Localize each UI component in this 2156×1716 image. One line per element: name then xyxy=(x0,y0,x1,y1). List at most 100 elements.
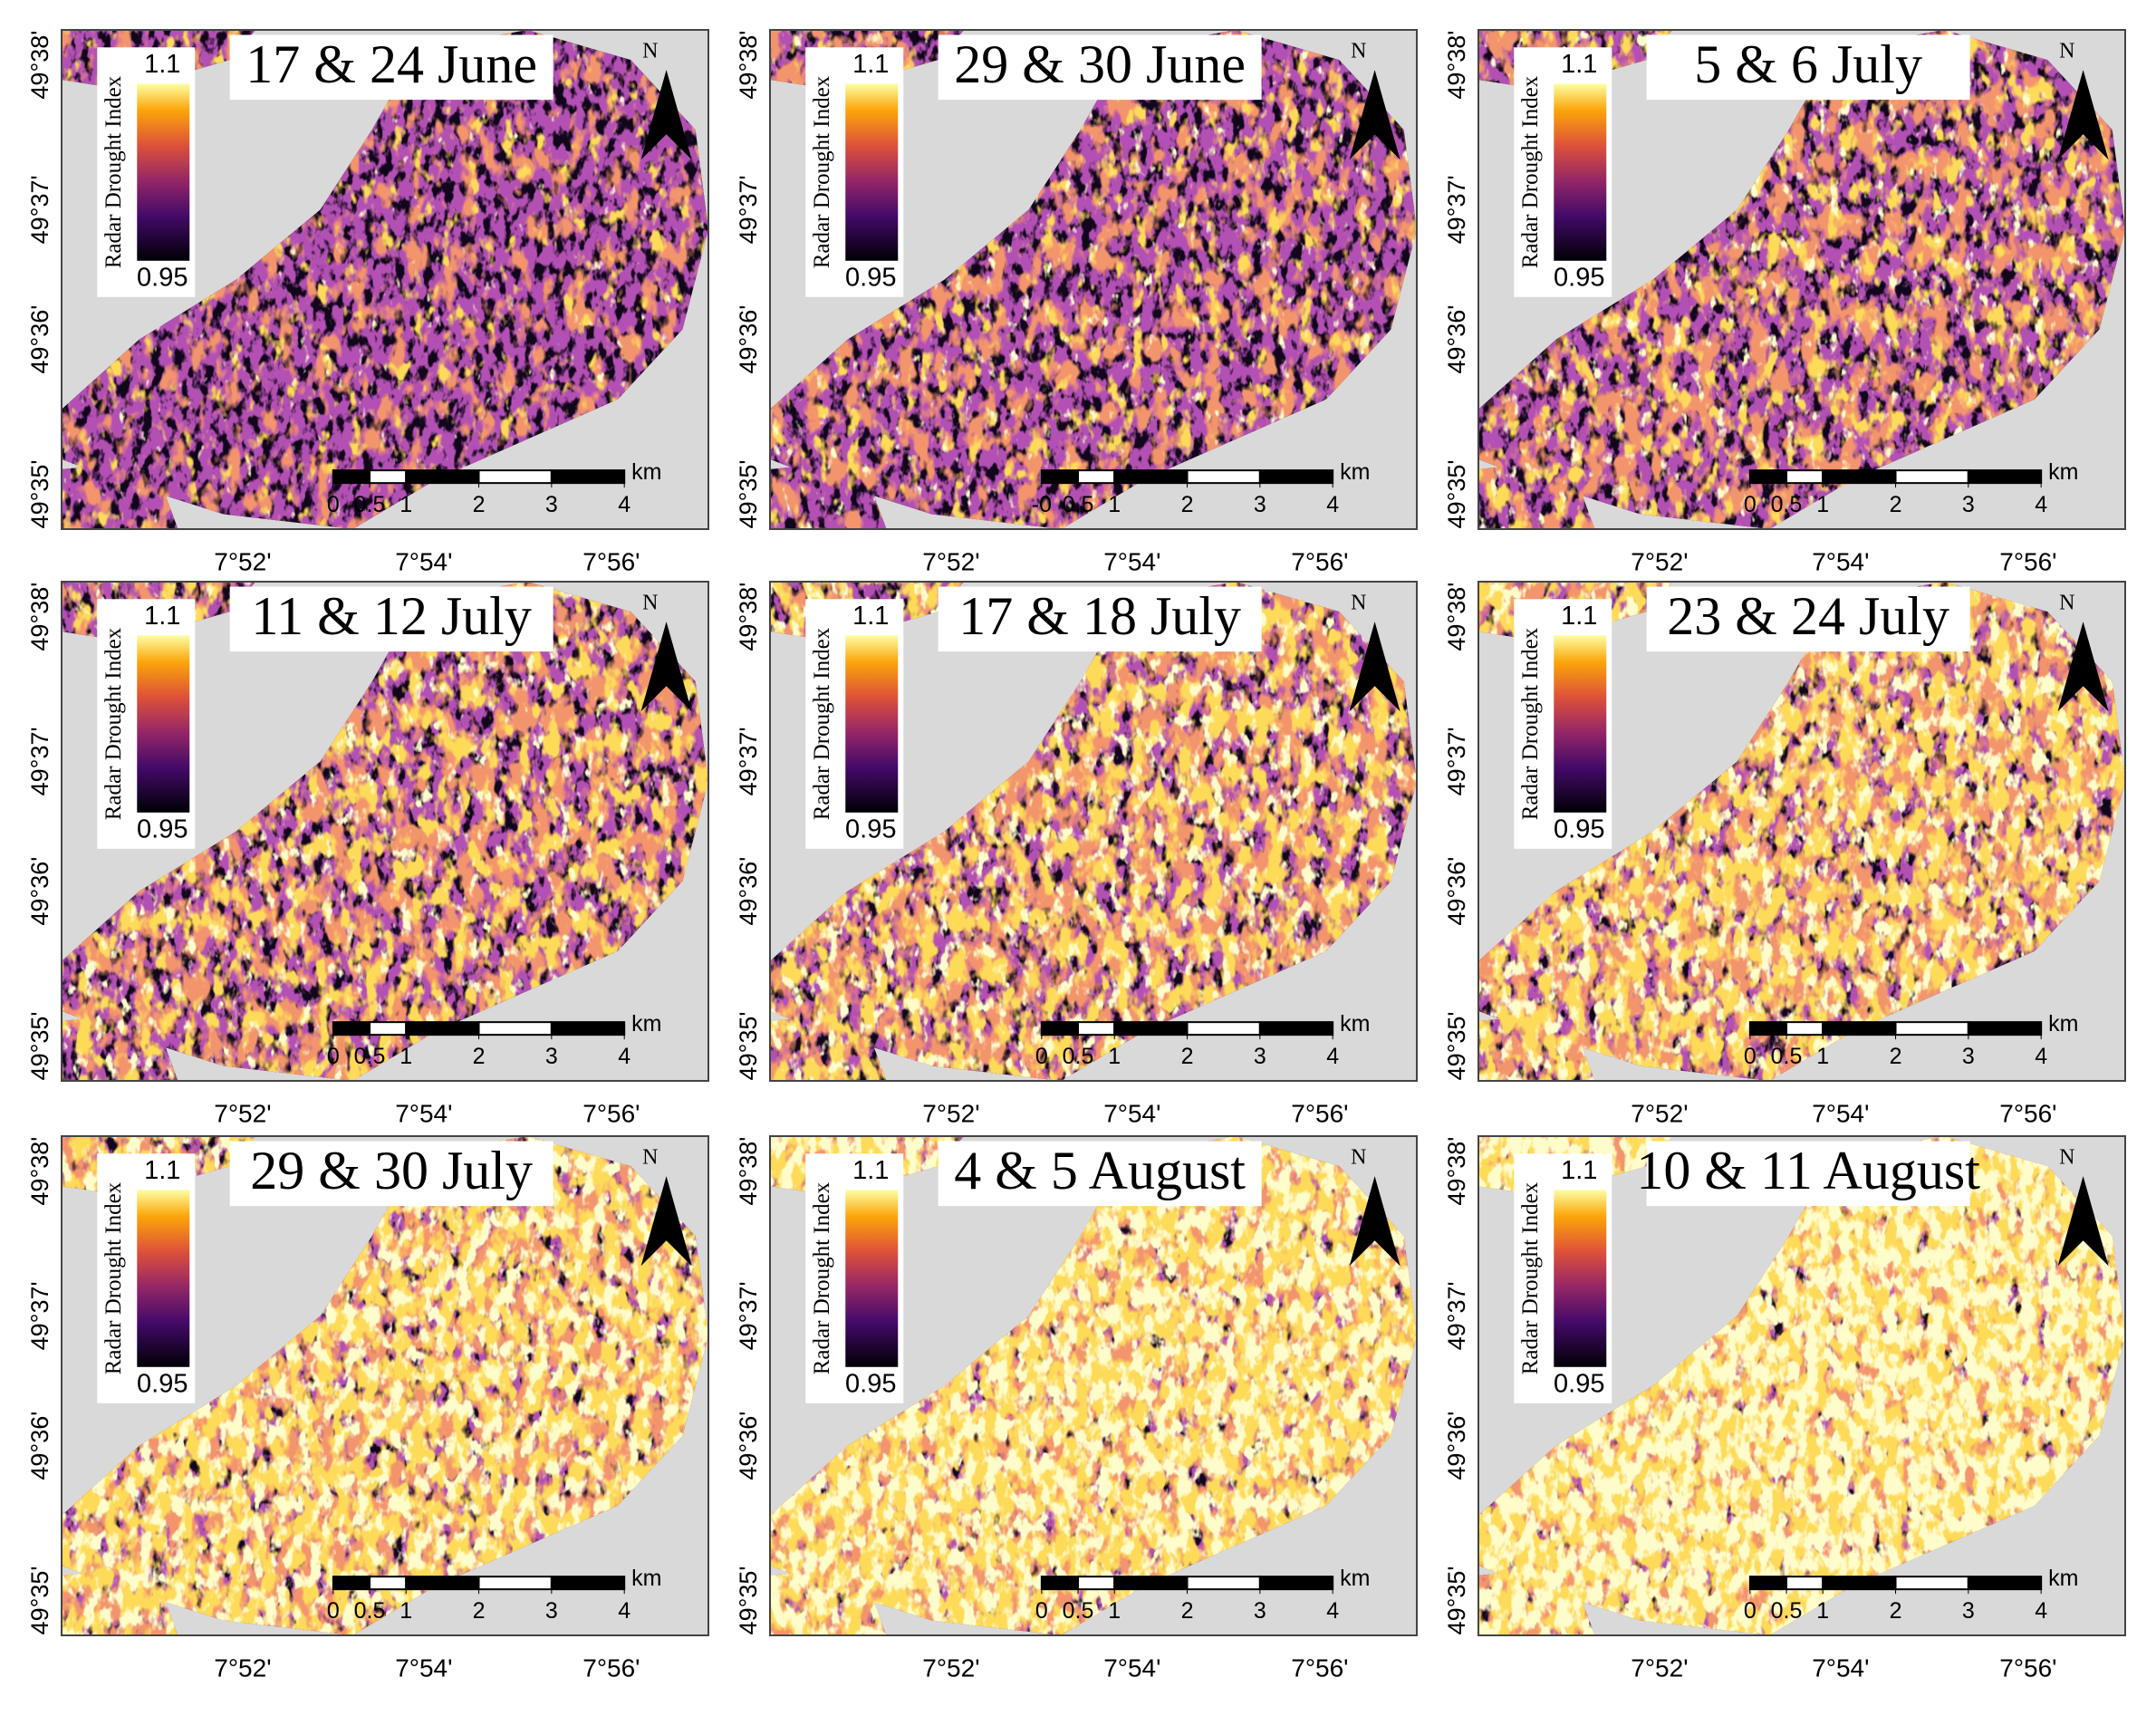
scale-label: 4 xyxy=(618,1598,630,1624)
scale-label: 3 xyxy=(545,492,558,517)
lon-label: 7°56' xyxy=(1291,547,1348,575)
scale-unit: km xyxy=(631,1566,661,1591)
legend-max: 1.1 xyxy=(1561,50,1597,79)
scale-segment xyxy=(1748,1576,1788,1591)
scale-label: 1 xyxy=(1816,492,1829,517)
legend-min: 0.95 xyxy=(845,1369,896,1398)
scale-segment xyxy=(1258,469,1334,485)
scale-label: 3 xyxy=(1254,1044,1266,1069)
scale-segment xyxy=(1113,1576,1189,1591)
scale-segment xyxy=(332,1576,371,1591)
lon-label: 7°54' xyxy=(1812,1653,1869,1682)
scale-segment xyxy=(1785,1021,1824,1036)
scale-unit: km xyxy=(2048,459,2078,485)
scale-label: -0 xyxy=(1032,492,1052,517)
scale-segment xyxy=(369,1021,408,1036)
north-label: N xyxy=(1351,1145,1366,1169)
scale-segment xyxy=(1967,1021,2043,1036)
north-arrow xyxy=(640,70,692,160)
scale-segment xyxy=(1894,1021,1969,1036)
map-frame xyxy=(769,29,1418,530)
map-panel: 5 & 6 July Radar Drought Index 1.1 0.95 N 0 0.… xyxy=(1443,29,2126,575)
legend-min: 0.95 xyxy=(845,815,896,844)
map-frame xyxy=(61,1135,709,1636)
lat-label: 49°35' xyxy=(26,459,53,528)
map-panel: 23 & 24 July Radar Drought Index 1.1 0.95 N 0… xyxy=(1443,581,2126,1127)
lon-label: 7°54' xyxy=(395,547,452,575)
scale-segment xyxy=(1077,1021,1116,1036)
scale-label: 0 xyxy=(1035,1044,1048,1069)
legend-max: 1.1 xyxy=(1561,602,1597,631)
scale-label: 0 xyxy=(1035,1598,1048,1624)
lon-label: 7°54' xyxy=(395,1653,452,1682)
scale-label: 0.5 xyxy=(1771,1598,1803,1624)
north-arrow xyxy=(2057,1176,2109,1267)
lon-label: 7°56' xyxy=(1291,1653,1348,1682)
scale-label: 3 xyxy=(1254,492,1266,517)
lon-label: 7°52' xyxy=(1631,1099,1688,1127)
north-label: N xyxy=(642,39,658,63)
scale-unit: km xyxy=(631,459,661,485)
lon-label: 7°54' xyxy=(1103,1099,1160,1127)
lat-label: 49°38' xyxy=(26,31,53,100)
scale-label: 0.5 xyxy=(354,1044,386,1069)
lat-label: 49°36' xyxy=(735,1412,762,1480)
lat-label: 49°36' xyxy=(1443,857,1470,926)
lon-label: 7°52' xyxy=(1631,547,1688,575)
scale-segment xyxy=(332,1021,371,1036)
scale-label: 0 xyxy=(1744,1044,1757,1069)
lat-label: 49°38' xyxy=(735,1137,762,1206)
lat-label: 49°37' xyxy=(735,1281,762,1350)
legend-max: 1.1 xyxy=(144,1156,180,1185)
scale-label: 3 xyxy=(545,1598,558,1624)
scale-segment xyxy=(1785,469,1824,485)
lat-label: 49°35' xyxy=(1443,459,1470,528)
scale-segment xyxy=(1894,1576,1969,1591)
legend-title: Radar Drought Index xyxy=(101,1181,126,1374)
scale-label: 0.5 xyxy=(1063,492,1094,517)
colorbar-legend: Radar Drought Index 1.1 0.95 xyxy=(97,1153,196,1403)
lat-label: 49°35' xyxy=(735,1011,762,1080)
lon-label: 7°56' xyxy=(1999,547,2056,575)
north-label: N xyxy=(2059,1145,2074,1169)
title-box xyxy=(229,1141,553,1207)
title-box xyxy=(1646,1141,1970,1207)
lon-label: 7°56' xyxy=(582,1099,640,1127)
lat-label: 49°35' xyxy=(1443,1566,1470,1634)
scale-label: 0 xyxy=(327,1598,340,1624)
lat-label: 49°35' xyxy=(26,1011,53,1080)
scale-segment xyxy=(1040,1576,1080,1591)
legend-max: 1.1 xyxy=(144,602,180,631)
scale-label: 1 xyxy=(1108,1598,1121,1624)
scale-segment xyxy=(1967,1576,2043,1591)
lon-label: 7°56' xyxy=(582,1653,640,1682)
scale-label: 4 xyxy=(618,492,630,517)
scale-segment xyxy=(1785,1576,1824,1591)
scale-label: 0.5 xyxy=(1063,1044,1094,1069)
scale-label: 1 xyxy=(399,492,412,517)
scale-label: 0.5 xyxy=(1771,492,1803,517)
north-label: N xyxy=(2059,591,2074,614)
scale-segment xyxy=(1822,469,1897,485)
north-arrow xyxy=(1349,70,1400,160)
scale-segment xyxy=(405,1021,480,1036)
colorbar-legend: Radar Drought Index 1.1 0.95 xyxy=(1514,1153,1612,1403)
map-frame xyxy=(769,581,1418,1082)
title-box xyxy=(229,586,553,652)
lat-label: 49°38' xyxy=(26,1137,53,1206)
lon-label: 7°52' xyxy=(214,1099,271,1127)
lat-label: 49°36' xyxy=(26,1412,53,1480)
scale-label: 2 xyxy=(1181,1044,1194,1069)
scale-label: 1 xyxy=(399,1598,412,1624)
panel-title: 10 & 11 August xyxy=(1636,1141,1980,1200)
lon-label: 7°54' xyxy=(1812,547,1869,575)
scale-segment xyxy=(550,1021,626,1036)
scale-segment xyxy=(1186,469,1261,485)
colorbar-legend: Radar Drought Index 1.1 0.95 xyxy=(805,599,904,849)
scale-label: 4 xyxy=(1326,1044,1339,1069)
colorbar xyxy=(137,83,190,261)
scale-label: 3 xyxy=(1962,1598,1975,1624)
lat-label: 49°37' xyxy=(26,175,53,244)
legend-max: 1.1 xyxy=(144,50,180,79)
legend-min: 0.95 xyxy=(137,1369,188,1398)
